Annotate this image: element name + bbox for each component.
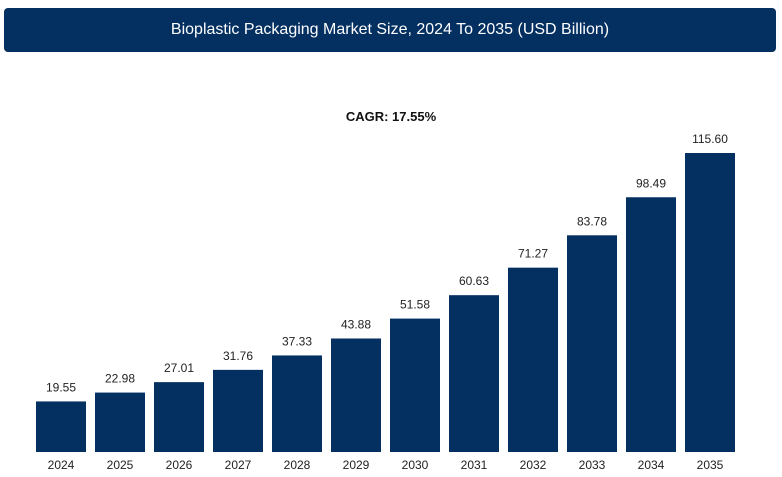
value-label-2028: 37.33 (282, 334, 312, 348)
bar-2035 (685, 153, 735, 452)
bar-2026 (154, 382, 204, 452)
value-label-2034: 98.49 (636, 176, 666, 190)
value-label-2032: 71.27 (518, 247, 548, 261)
x-tick-label-2029: 2029 (343, 458, 370, 472)
x-tick-label-2034: 2034 (638, 458, 665, 472)
bar-2034 (626, 197, 676, 452)
x-tick-label-2026: 2026 (166, 458, 193, 472)
bar-2030 (390, 318, 440, 452)
bar-2032 (508, 267, 558, 452)
x-tick-label-2033: 2033 (579, 458, 606, 472)
x-tick-label-2025: 2025 (107, 458, 134, 472)
value-label-2033: 83.78 (577, 214, 607, 228)
value-label-2030: 51.58 (400, 298, 430, 312)
value-label-2026: 27.01 (164, 361, 194, 375)
chart-title: Bioplastic Packaging Market Size, 2024 T… (170, 21, 610, 38)
x-tick-label-2028: 2028 (284, 458, 311, 472)
x-tick-label-2035: 2035 (697, 458, 724, 472)
bar-2029 (331, 338, 381, 452)
x-tick-label-2024: 2024 (48, 458, 75, 472)
bar-2024 (36, 401, 86, 452)
x-tick-label-2032: 2032 (520, 458, 547, 472)
value-label-2025: 22.98 (105, 372, 135, 386)
value-label-2031: 60.63 (459, 274, 489, 288)
x-tick-label-2030: 2030 (402, 458, 429, 472)
cagr-subtitle: CAGR: 17.55% (345, 109, 437, 124)
bar-2025 (95, 392, 145, 452)
bar-2027 (213, 369, 263, 452)
value-label-2029: 43.88 (341, 318, 371, 332)
bar-2033 (567, 235, 617, 452)
chart-title-bar: Bioplastic Packaging Market Size, 2024 T… (4, 8, 776, 52)
x-tick-label-2027: 2027 (225, 458, 252, 472)
value-label-2024: 19.55 (46, 380, 76, 394)
bar-2031 (449, 295, 499, 452)
bar-2028 (272, 355, 322, 452)
value-label-2027: 31.76 (223, 349, 253, 363)
value-label-2035: 115.60 (692, 132, 728, 146)
x-tick-label-2031: 2031 (461, 458, 488, 472)
